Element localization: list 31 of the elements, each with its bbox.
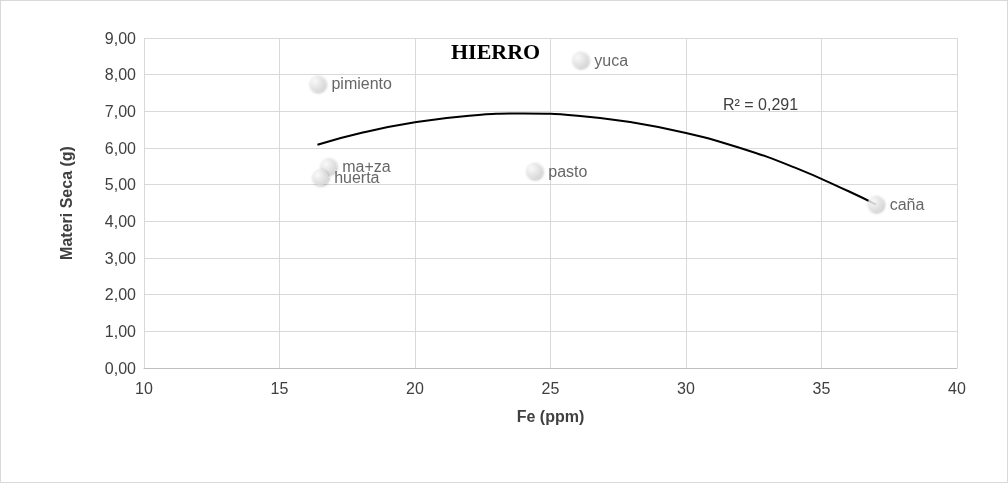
point: [312, 169, 329, 186]
data-label: caña: [889, 195, 925, 213]
x-tick-label: 10: [135, 379, 153, 397]
point: [867, 196, 884, 213]
data-label: pimiento: [331, 75, 393, 93]
y-tick-label: 1,00: [104, 322, 137, 340]
point: [320, 158, 337, 175]
y-tick-label: 2,00: [104, 286, 137, 304]
x-tick-label: 15: [270, 379, 289, 397]
point: [572, 52, 589, 68]
y-tick-label: 8,00: [104, 66, 137, 84]
x-tick-label: 20: [406, 379, 424, 397]
y-tick-label: 4,00: [104, 212, 137, 230]
x-tick-label: 30: [677, 379, 695, 397]
data-label: pasto: [548, 162, 588, 180]
y-tick-label: 5,00: [104, 176, 137, 194]
y-tick-label: 7,00: [104, 102, 137, 120]
annotation: R² = 0,291: [723, 95, 799, 113]
y-axis-title: Materi Seca (g): [57, 146, 75, 260]
y-tick-label: 3,00: [104, 249, 137, 267]
chart-title: HIERRO: [451, 38, 541, 64]
point: [309, 75, 326, 92]
point: [526, 163, 543, 180]
y-tick-label: 9,00: [104, 29, 137, 47]
data-label: yuca: [594, 51, 629, 69]
y-tick-label: 6,00: [104, 139, 137, 157]
x-tick-label: 40: [948, 379, 966, 397]
x-tick-label: 35: [812, 379, 831, 397]
x-tick-label: 25: [541, 379, 560, 397]
x-axis-title: Fe (ppm): [516, 407, 585, 425]
y-tick-label: 0,00: [104, 359, 137, 377]
